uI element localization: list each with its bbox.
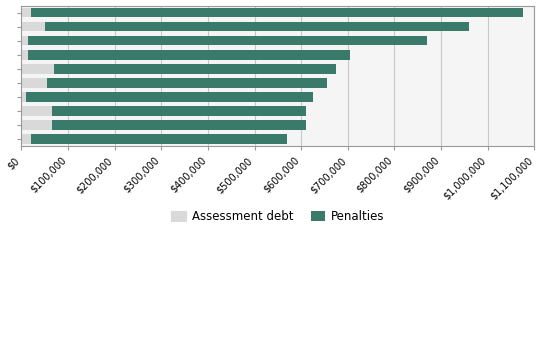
Bar [21, 92, 313, 102]
Bar [21, 64, 336, 73]
Bar [52, 106, 306, 116]
Bar [52, 120, 306, 130]
Legend: Assessment debt, Penalties: Assessment debt, Penalties [167, 205, 389, 227]
Bar [28, 36, 427, 46]
Bar [28, 50, 350, 60]
Bar [21, 36, 427, 46]
Bar [21, 50, 350, 60]
Bar [21, 134, 287, 144]
Bar [21, 78, 327, 88]
Bar [47, 78, 327, 88]
Bar [21, 22, 469, 31]
Bar [45, 22, 469, 31]
Bar [21, 120, 306, 130]
Bar [54, 64, 336, 73]
Bar [26, 92, 313, 102]
Bar [31, 134, 287, 144]
Bar [21, 8, 523, 17]
Bar [21, 106, 306, 116]
Bar [31, 8, 523, 17]
